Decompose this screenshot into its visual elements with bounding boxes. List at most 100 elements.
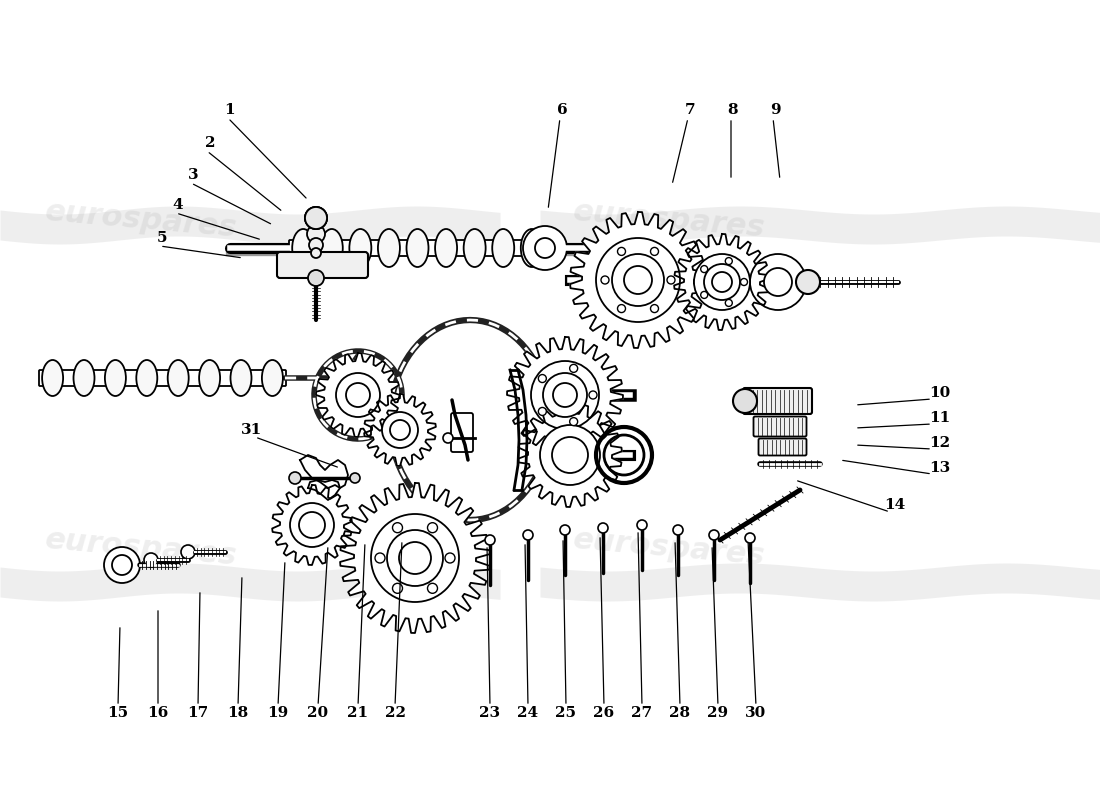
Circle shape [387, 530, 443, 586]
Circle shape [650, 305, 659, 313]
Ellipse shape [436, 229, 458, 267]
Circle shape [305, 207, 327, 229]
Circle shape [104, 547, 140, 583]
Circle shape [446, 553, 455, 563]
Circle shape [393, 522, 403, 533]
Text: 18: 18 [228, 706, 249, 720]
Text: 3: 3 [188, 168, 198, 182]
Circle shape [588, 391, 597, 399]
Circle shape [570, 418, 578, 426]
Circle shape [553, 383, 578, 407]
FancyBboxPatch shape [451, 413, 473, 452]
Circle shape [485, 535, 495, 545]
Ellipse shape [520, 229, 542, 267]
Circle shape [299, 512, 324, 538]
FancyBboxPatch shape [289, 240, 546, 256]
FancyBboxPatch shape [754, 417, 806, 437]
Circle shape [540, 425, 600, 485]
FancyBboxPatch shape [742, 388, 812, 414]
Circle shape [710, 530, 719, 540]
Text: 22: 22 [385, 706, 406, 720]
Text: 26: 26 [593, 706, 615, 720]
Circle shape [560, 525, 570, 535]
Circle shape [538, 407, 547, 415]
Circle shape [350, 473, 360, 483]
Text: 19: 19 [267, 706, 288, 720]
Text: 17: 17 [187, 706, 209, 720]
Ellipse shape [464, 229, 486, 267]
Text: 11: 11 [930, 411, 950, 425]
Circle shape [307, 225, 324, 243]
Text: 30: 30 [746, 706, 767, 720]
Text: 27: 27 [631, 706, 652, 720]
Circle shape [393, 583, 403, 594]
Polygon shape [570, 212, 706, 348]
Ellipse shape [167, 360, 189, 396]
Polygon shape [340, 483, 490, 633]
Circle shape [667, 276, 675, 284]
Circle shape [725, 299, 733, 306]
Circle shape [305, 207, 327, 229]
Circle shape [428, 583, 438, 594]
Circle shape [311, 248, 321, 258]
Circle shape [701, 291, 707, 298]
Circle shape [144, 553, 158, 567]
FancyBboxPatch shape [39, 370, 286, 386]
Text: 6: 6 [557, 103, 568, 117]
Circle shape [305, 207, 327, 229]
Polygon shape [272, 485, 352, 565]
Circle shape [596, 238, 680, 322]
Circle shape [428, 522, 438, 533]
Text: 4: 4 [173, 198, 184, 212]
Circle shape [745, 533, 755, 543]
Circle shape [740, 278, 748, 286]
Text: 31: 31 [241, 423, 263, 437]
Polygon shape [674, 234, 770, 330]
Polygon shape [364, 394, 436, 466]
Circle shape [624, 266, 652, 294]
Ellipse shape [74, 360, 95, 396]
FancyBboxPatch shape [759, 438, 806, 455]
Circle shape [382, 412, 418, 448]
Text: 1: 1 [224, 103, 235, 117]
Text: 16: 16 [147, 706, 168, 720]
Text: eurospares: eurospares [572, 525, 767, 571]
Polygon shape [316, 353, 400, 437]
Circle shape [371, 514, 459, 602]
Text: 23: 23 [480, 706, 501, 720]
Text: 12: 12 [930, 436, 950, 450]
Polygon shape [518, 403, 622, 507]
Circle shape [336, 373, 380, 417]
Circle shape [535, 238, 556, 258]
Ellipse shape [293, 229, 315, 267]
Circle shape [694, 254, 750, 310]
Circle shape [552, 437, 589, 473]
Ellipse shape [104, 360, 125, 396]
Circle shape [750, 254, 806, 310]
Circle shape [522, 226, 566, 270]
Ellipse shape [42, 360, 63, 396]
Text: 29: 29 [707, 706, 728, 720]
Text: 13: 13 [930, 461, 950, 475]
Circle shape [543, 373, 587, 417]
Circle shape [290, 503, 334, 547]
Ellipse shape [378, 229, 400, 267]
Circle shape [701, 266, 707, 273]
Circle shape [673, 525, 683, 535]
Circle shape [712, 272, 732, 292]
Text: 15: 15 [108, 706, 129, 720]
Polygon shape [507, 337, 623, 453]
Circle shape [796, 270, 820, 294]
Ellipse shape [136, 360, 157, 396]
Text: 24: 24 [517, 706, 539, 720]
Circle shape [601, 276, 609, 284]
Ellipse shape [492, 229, 514, 267]
Text: eurospares: eurospares [44, 197, 239, 243]
Circle shape [443, 433, 453, 443]
Circle shape [598, 523, 608, 533]
Text: 5: 5 [156, 231, 167, 245]
Circle shape [570, 364, 578, 372]
Circle shape [617, 247, 626, 255]
Ellipse shape [262, 360, 283, 396]
FancyBboxPatch shape [277, 252, 368, 278]
